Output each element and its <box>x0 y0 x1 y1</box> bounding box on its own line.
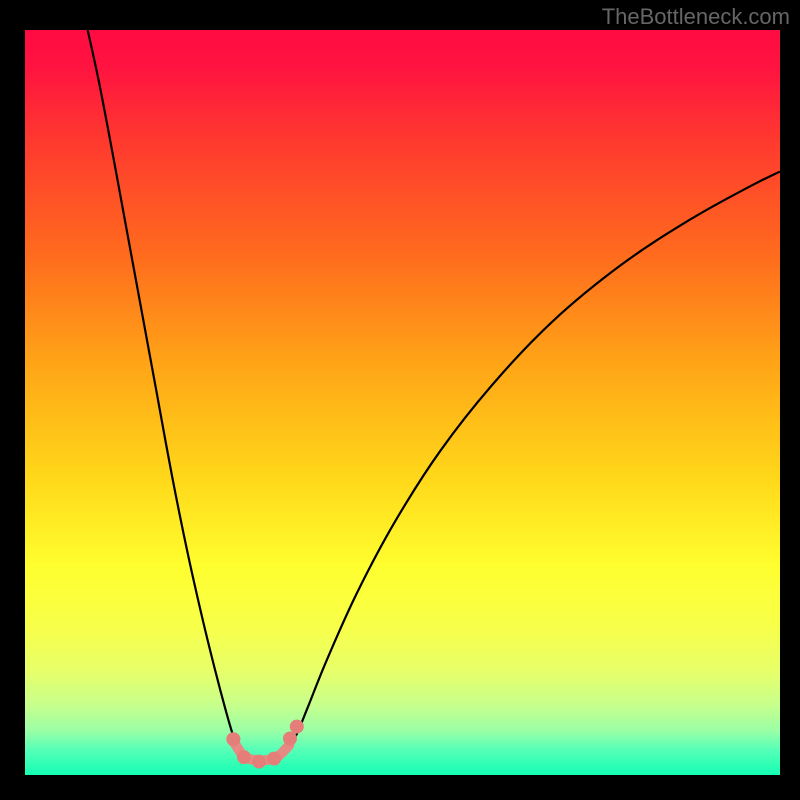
marker-point <box>226 732 240 746</box>
marker-point <box>252 755 266 769</box>
curve-right-branch <box>289 172 780 747</box>
marker-point <box>283 731 297 745</box>
marker-point <box>290 720 304 734</box>
curve-layer <box>25 30 780 775</box>
marker-point <box>267 752 281 766</box>
marker-point <box>237 750 251 764</box>
plot-container <box>25 30 780 775</box>
curve-left-branch <box>88 30 238 747</box>
watermark-text: TheBottleneck.com <box>602 4 790 30</box>
